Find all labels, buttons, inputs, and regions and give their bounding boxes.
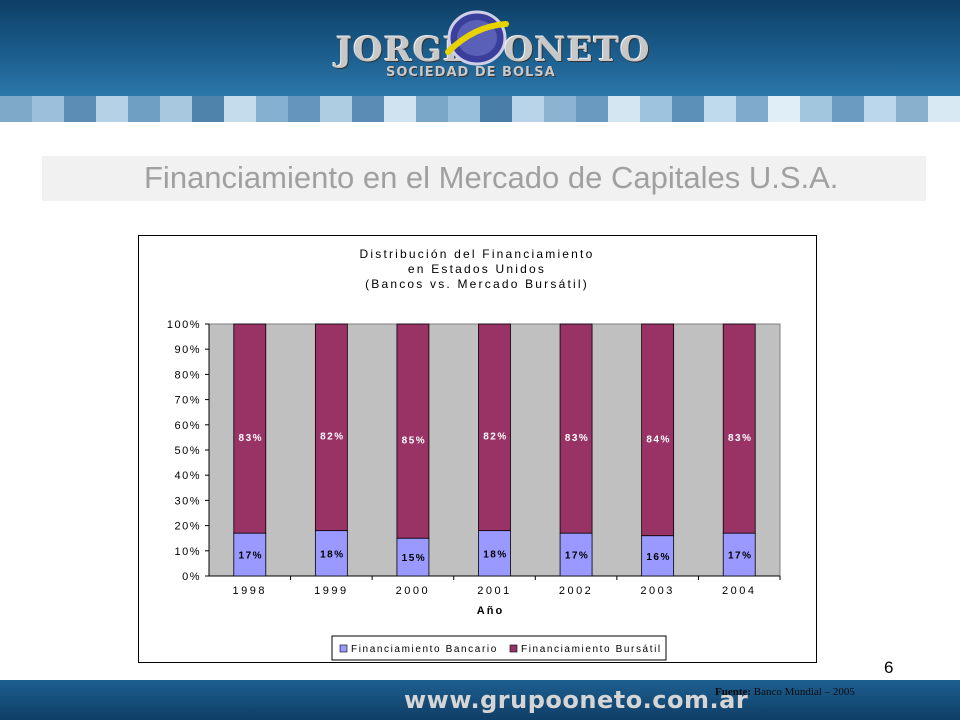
x-tick-label: 2000 xyxy=(396,585,430,597)
y-tick-label: 100% xyxy=(167,319,201,331)
data-label-bancario: 18% xyxy=(320,549,345,560)
y-tick-label: 90% xyxy=(174,344,201,356)
chart-title-line: (Bancos vs. Mercado Bursátil) xyxy=(365,277,589,291)
logo-emblem-icon xyxy=(445,10,509,66)
data-label-bursatil: 85% xyxy=(402,436,427,447)
x-tick-label: 2004 xyxy=(722,585,756,597)
bar-financiamiento-bursatil xyxy=(314,323,348,532)
data-label-bursatil: 84% xyxy=(646,434,671,445)
x-axis-label: Año xyxy=(477,605,504,617)
bar-financiamiento-bancario xyxy=(722,532,756,577)
logo-word-right: ONETO xyxy=(504,30,651,70)
company-logo: JORGE ONETO SOCIEDAD DE BOLSA xyxy=(326,8,650,88)
bar-financiamiento-bancario xyxy=(314,530,348,577)
source-note: Fuente: Banco Mundial – 2005 xyxy=(715,686,855,698)
decorative-color-stripe xyxy=(0,96,960,122)
legend-swatch-bancario xyxy=(339,644,348,653)
y-tick-label: 10% xyxy=(174,546,201,558)
bar-financiamiento-bancario xyxy=(396,537,430,577)
data-label-bancario: 16% xyxy=(646,552,671,563)
y-tick-label: 50% xyxy=(174,445,201,457)
y-tick-label: 30% xyxy=(174,495,201,507)
data-label-bursatil: 83% xyxy=(728,433,753,444)
chart-title-line: en Estados Unidos xyxy=(408,262,546,276)
y-tick-label: 80% xyxy=(174,369,201,381)
bar-financiamiento-bursatil xyxy=(478,323,511,532)
x-tick-label: 2001 xyxy=(477,585,511,597)
source-label: Fuente: xyxy=(715,686,752,698)
data-label-bancario: 18% xyxy=(483,549,508,560)
legend-label-bursatil: Financiamiento Bursátil xyxy=(521,644,662,655)
x-tick-label: 2003 xyxy=(640,585,674,597)
x-tick-label: 1999 xyxy=(314,585,348,597)
footer-website-link[interactable]: www.grupooneto.com.ar xyxy=(404,686,749,714)
y-tick-label: 70% xyxy=(174,395,201,407)
legend-swatch-bursatil xyxy=(509,644,518,653)
slide-title-bar: Financiamiento en el Mercado de Capitale… xyxy=(42,156,926,201)
header-banner: JORGE ONETO SOCIEDAD DE BOLSA xyxy=(0,0,960,96)
slide-title: Financiamiento en el Mercado de Capitale… xyxy=(144,160,839,195)
legend-label-bancario: Financiamiento Bancario xyxy=(351,644,498,655)
data-label-bancario: 15% xyxy=(402,553,427,564)
bar-financiamiento-bursatil xyxy=(641,323,675,537)
chart-title-line: Distribución del Financiamiento xyxy=(360,247,595,261)
data-label-bursatil: 82% xyxy=(320,432,345,443)
bar-financiamiento-bursatil xyxy=(396,323,430,539)
source-text: Banco Mundial – 2005 xyxy=(753,686,855,698)
x-tick-label: 2002 xyxy=(559,585,593,597)
bar-financiamiento-bursatil xyxy=(722,323,756,534)
y-tick-label: 20% xyxy=(174,521,201,533)
legend-box xyxy=(331,635,667,661)
bar-financiamiento-bursatil xyxy=(233,323,267,534)
y-tick-label: 40% xyxy=(174,470,201,482)
footer-banner: www.grupooneto.com.ar xyxy=(0,680,960,720)
bar-financiamiento-bursatil xyxy=(559,323,593,534)
y-tick-label: 60% xyxy=(174,420,201,432)
page-number: 6 xyxy=(884,658,894,677)
data-label-bursatil: 83% xyxy=(565,433,590,444)
y-tick-label: 0% xyxy=(182,571,201,583)
data-label-bancario: 17% xyxy=(565,551,590,562)
data-label-bancario: 17% xyxy=(239,551,264,562)
data-label-bursatil: 83% xyxy=(239,433,264,444)
x-tick-label: 1998 xyxy=(233,585,267,597)
bar-financiamiento-bancario xyxy=(641,535,675,577)
chart-frame: Distribución del Financiamiento en Estado… xyxy=(138,235,817,663)
data-label-bancario: 17% xyxy=(728,551,753,562)
bar-financiamiento-bancario xyxy=(559,532,593,577)
data-label-bursatil: 82% xyxy=(483,432,508,443)
logo-subtitle: SOCIEDAD DE BOLSA xyxy=(386,65,556,80)
